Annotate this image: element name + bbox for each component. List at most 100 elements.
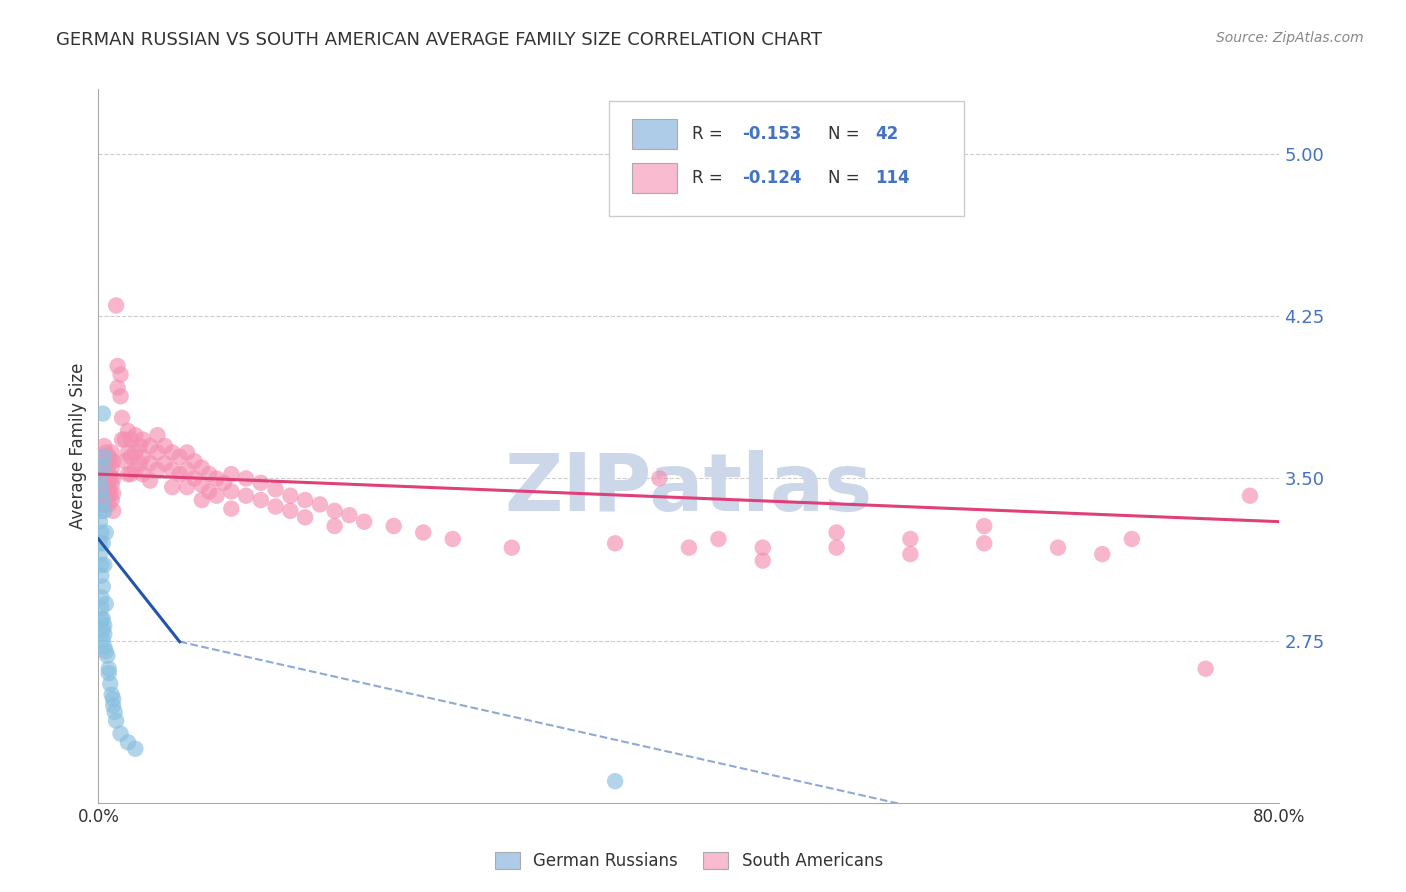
- Point: [235, 489, 257, 503]
- Point: [900, 532, 922, 546]
- Point: [90, 558, 112, 572]
- Point: [107, 359, 129, 373]
- Point: [98, 471, 121, 485]
- Point: [93, 640, 115, 654]
- Point: [219, 467, 242, 482]
- Point: [91, 633, 114, 648]
- Point: [441, 532, 464, 546]
- Point: [198, 484, 221, 499]
- Point: [91, 612, 114, 626]
- Point: [114, 454, 136, 468]
- Text: Source: ZipAtlas.com: Source: ZipAtlas.com: [1216, 31, 1364, 45]
- Point: [323, 504, 346, 518]
- Point: [973, 519, 995, 533]
- Point: [110, 389, 132, 403]
- Point: [219, 484, 242, 499]
- Point: [162, 463, 183, 477]
- Point: [90, 482, 112, 496]
- Point: [264, 482, 287, 496]
- Point: [97, 450, 120, 464]
- Point: [212, 475, 235, 490]
- Point: [219, 501, 242, 516]
- Point: [111, 410, 134, 425]
- Point: [93, 450, 115, 464]
- Point: [93, 627, 115, 641]
- Text: N =: N =: [828, 169, 865, 187]
- Point: [339, 508, 360, 523]
- Point: [117, 735, 139, 749]
- Point: [120, 433, 142, 447]
- Point: [100, 493, 122, 508]
- Point: [90, 601, 112, 615]
- Point: [90, 493, 112, 508]
- Point: [105, 714, 128, 728]
- Point: [100, 688, 122, 702]
- Point: [132, 450, 155, 464]
- Point: [93, 504, 115, 518]
- Point: [132, 433, 155, 447]
- Point: [825, 525, 848, 540]
- Point: [501, 541, 523, 555]
- Point: [605, 774, 627, 789]
- Point: [96, 454, 118, 468]
- Point: [278, 489, 302, 503]
- Point: [153, 439, 176, 453]
- Point: [205, 489, 228, 503]
- Point: [146, 445, 169, 459]
- Point: [169, 450, 191, 464]
- Point: [89, 547, 111, 561]
- Point: [93, 497, 115, 511]
- Point: [91, 536, 114, 550]
- Text: GERMAN RUSSIAN VS SOUTH AMERICAN AVERAGE FAMILY SIZE CORRELATION CHART: GERMAN RUSSIAN VS SOUTH AMERICAN AVERAGE…: [56, 31, 823, 49]
- Point: [97, 482, 120, 496]
- Point: [96, 489, 118, 503]
- Point: [1239, 489, 1261, 503]
- Point: [183, 471, 205, 485]
- Point: [648, 471, 671, 485]
- Point: [235, 471, 257, 485]
- Point: [264, 500, 287, 514]
- Point: [191, 460, 214, 475]
- Point: [191, 493, 214, 508]
- Point: [139, 439, 162, 453]
- Point: [90, 525, 112, 540]
- Point: [294, 510, 316, 524]
- Point: [132, 467, 155, 482]
- Point: [91, 450, 114, 464]
- Point: [94, 644, 117, 658]
- Point: [198, 467, 221, 482]
- Point: [89, 536, 111, 550]
- Point: [191, 478, 214, 492]
- Point: [294, 493, 316, 508]
- Point: [1121, 532, 1143, 546]
- Point: [124, 428, 146, 442]
- Point: [103, 471, 125, 485]
- Point: [139, 474, 162, 488]
- Text: 114: 114: [876, 169, 910, 187]
- Point: [117, 467, 139, 482]
- Point: [103, 692, 125, 706]
- Point: [98, 486, 121, 500]
- Point: [412, 525, 434, 540]
- Point: [120, 450, 142, 464]
- Point: [89, 515, 111, 529]
- Point: [250, 475, 273, 490]
- Point: [91, 493, 114, 508]
- Point: [146, 428, 169, 442]
- Point: [176, 463, 198, 477]
- Point: [111, 433, 134, 447]
- Point: [1195, 662, 1218, 676]
- Point: [176, 480, 198, 494]
- Text: R =: R =: [693, 169, 728, 187]
- Point: [973, 536, 995, 550]
- Text: R =: R =: [693, 125, 728, 143]
- Point: [353, 515, 375, 529]
- Point: [278, 504, 302, 518]
- Point: [96, 648, 118, 663]
- Point: [90, 482, 112, 496]
- Point: [94, 597, 117, 611]
- Point: [93, 618, 115, 632]
- FancyBboxPatch shape: [609, 102, 965, 216]
- Point: [120, 467, 142, 482]
- Y-axis label: Average Family Size: Average Family Size: [69, 363, 87, 529]
